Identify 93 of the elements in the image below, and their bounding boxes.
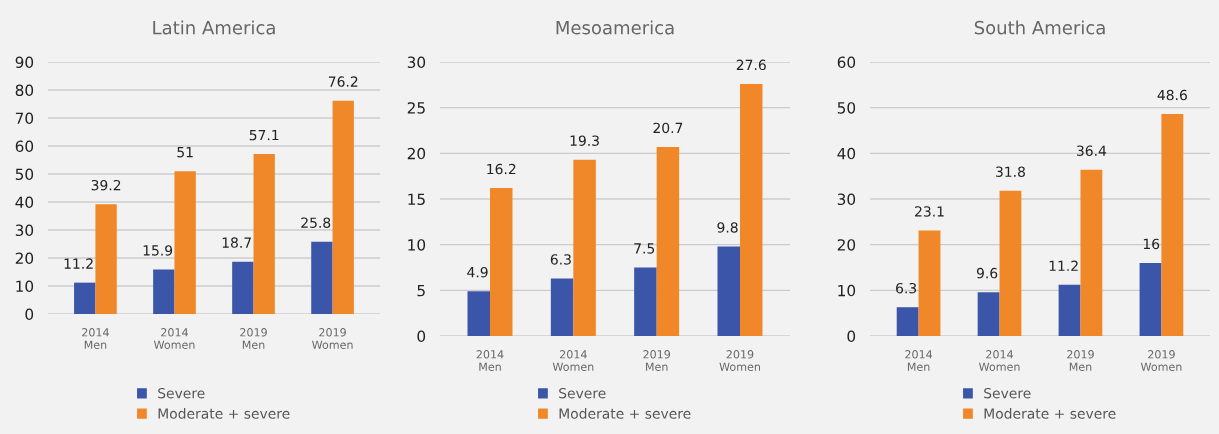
y-tick-label: 20 [15, 252, 34, 265]
data-label: 4.9 [467, 266, 488, 278]
bar [1058, 284, 1081, 336]
bar [74, 282, 96, 314]
data-label: 51 [177, 147, 193, 158]
data-label: 19.3 [570, 135, 599, 146]
bar [490, 188, 513, 336]
bar [999, 190, 1022, 336]
data-label: 16.2 [487, 163, 516, 175]
data-label: 9.6 [976, 267, 998, 279]
data-label: 6.3 [550, 254, 571, 265]
x-tick-label: 2019 Men [643, 350, 671, 371]
y-tick-label: 40 [15, 196, 34, 209]
bar [153, 269, 175, 314]
data-label: 11.2 [1049, 260, 1078, 271]
bar [634, 267, 657, 336]
bar [332, 100, 354, 314]
bar [573, 159, 596, 336]
y-tick-label: 30 [15, 224, 34, 237]
y-tick-label: 0 [25, 308, 34, 321]
bar [1161, 114, 1184, 336]
data-label: 6.3 [896, 282, 917, 294]
y-tick-label: 10 [408, 239, 426, 251]
bar [550, 278, 574, 336]
y-tick-label: 0 [847, 330, 856, 343]
y-tick-label: 10 [838, 284, 856, 297]
bar [896, 307, 919, 336]
data-label: 20.7 [653, 122, 683, 134]
data-label: 23.1 [915, 206, 944, 217]
y-tick-label: 25 [407, 102, 425, 114]
y-tick-label: 70 [15, 112, 34, 125]
y-tick-label: 15 [408, 193, 425, 206]
y-tick-label: 60 [837, 56, 856, 69]
x-tick-label: 2014 Men [476, 350, 504, 371]
x-tick-label: 2019 Women [1140, 350, 1182, 371]
y-tick-label: 5 [417, 285, 425, 297]
data-label: 48.6 [1157, 89, 1187, 101]
bar [740, 83, 763, 336]
y-tick-label: 10 [16, 280, 34, 293]
legend-label: Moderate + severe [559, 408, 691, 419]
y-tick-label: 80 [15, 84, 34, 97]
data-label: 15.9 [143, 245, 173, 256]
data-label: 39.2 [91, 179, 121, 191]
bar [977, 292, 1000, 336]
x-tick-label: 2019 Women [312, 328, 353, 349]
bar [232, 261, 254, 314]
data-label: 9.8 [717, 222, 738, 233]
y-tick-label: 50 [15, 168, 34, 181]
x-tick-label: 2019 Men [240, 328, 267, 349]
data-label: 76.2 [328, 76, 358, 87]
y-tick-label: 20 [837, 239, 856, 251]
data-label: 57.1 [249, 129, 279, 141]
data-label: 27.6 [736, 59, 766, 71]
y-tick-label: 30 [407, 56, 426, 69]
x-tick-label: 2014 Men [905, 350, 933, 371]
y-tick-label: 50 [837, 102, 856, 114]
bar [95, 204, 117, 314]
y-tick-label: 60 [15, 140, 34, 153]
legend-label: Severe [559, 387, 606, 399]
bar [717, 246, 740, 336]
data-label: 18.7 [222, 237, 251, 248]
data-label: 31.8 [996, 166, 1025, 177]
legend-label: Moderate + severe [158, 408, 290, 419]
x-tick-label: 2014 Women [978, 350, 1020, 371]
bar [1139, 262, 1162, 336]
chart-title: South America [974, 20, 1105, 35]
x-tick-label: 2019 Women [719, 350, 760, 371]
legend-label: Moderate + severe [984, 408, 1116, 419]
bar [253, 154, 275, 314]
y-tick-label: 0 [417, 330, 426, 343]
x-tick-label: 2014 Women [552, 350, 594, 371]
chart-title: Latin America [153, 20, 275, 35]
y-tick-label: 20 [407, 147, 426, 160]
bar [656, 146, 680, 336]
bar [174, 171, 196, 314]
x-tick-label: 2019 Men [1067, 350, 1094, 371]
x-tick-label: 2014 Men [82, 328, 109, 349]
data-label: 25.8 [301, 217, 331, 228]
legend-label: Severe [984, 387, 1031, 399]
bar [918, 230, 941, 336]
data-label: 7.5 [634, 243, 655, 254]
y-tick-label: 30 [837, 193, 856, 206]
y-tick-label: 90 [15, 56, 34, 69]
data-label: 36.4 [1077, 145, 1107, 156]
bar [467, 291, 490, 336]
y-tick-label: 40 [837, 147, 856, 160]
bar [311, 241, 333, 314]
bar [1080, 169, 1103, 336]
chart-title: Mesoamerica [556, 20, 674, 35]
data-label: 16 [1143, 238, 1160, 250]
data-label: 11.2 [64, 258, 93, 269]
legend-label: Severe [158, 387, 205, 399]
x-tick-label: 2014 Women [153, 328, 195, 349]
